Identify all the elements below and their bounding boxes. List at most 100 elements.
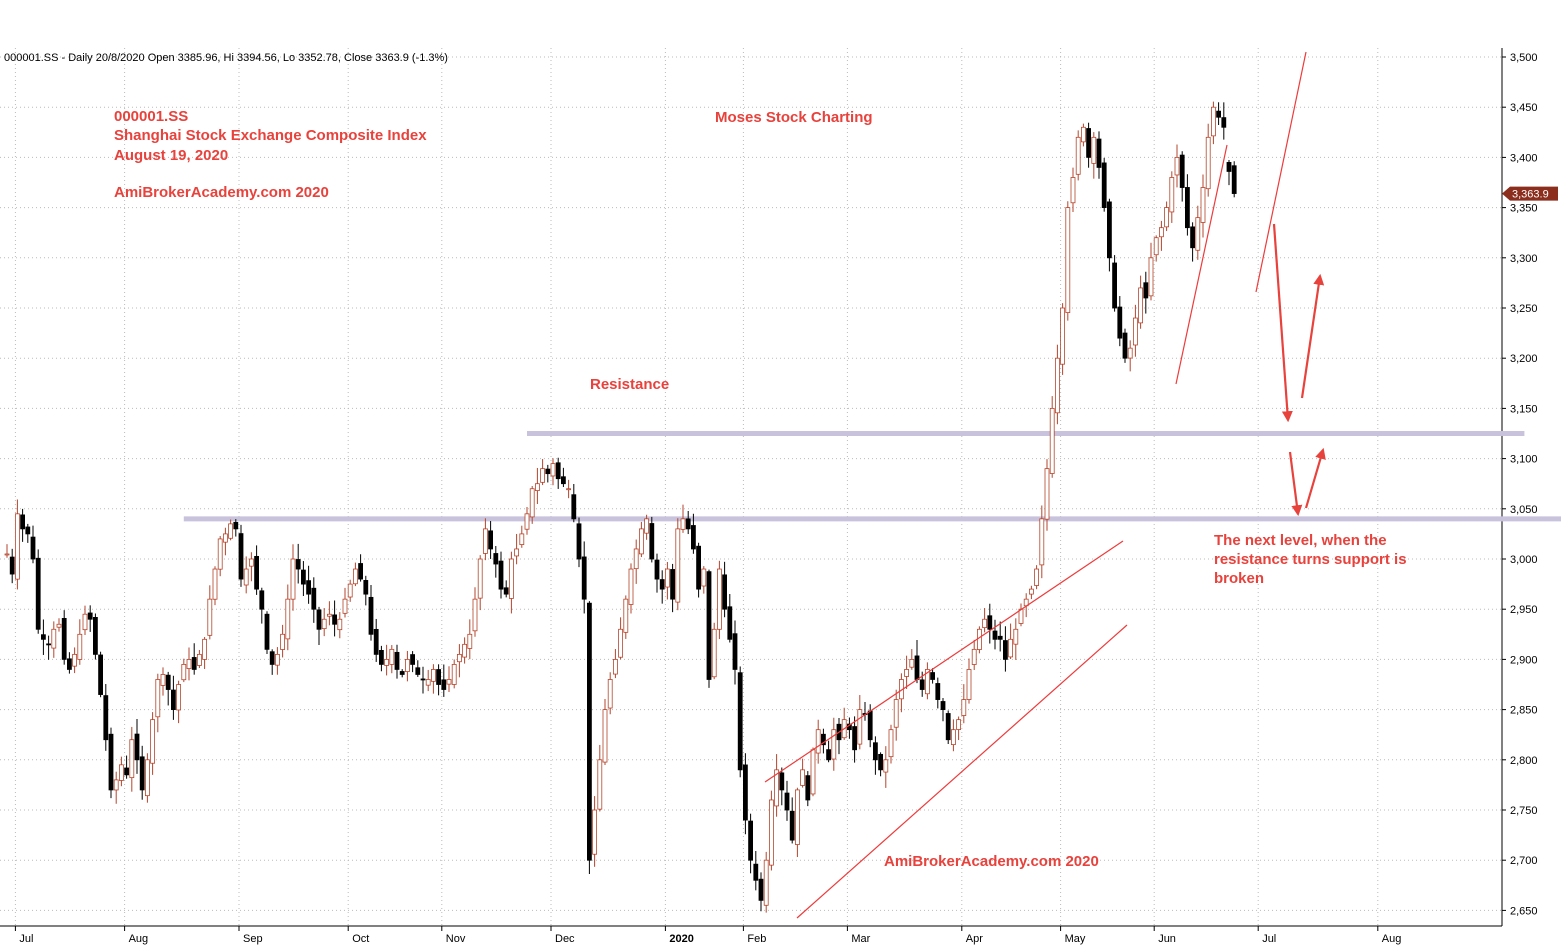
candle-body [1117,306,1123,339]
candle [602,698,608,765]
candle [61,610,67,665]
candle [1029,585,1034,600]
candle [1179,151,1185,202]
candle [170,675,176,720]
candle [1107,198,1112,272]
annotation-resistance: Resistance [590,376,669,393]
candle-body [680,518,686,530]
candle [789,797,795,844]
candle [888,724,894,764]
candle [20,508,26,542]
candle-body [935,683,941,700]
candle [1211,101,1216,145]
trendline [1175,144,1228,385]
candle [316,606,322,645]
candle-body [987,615,993,630]
candle-body [1081,126,1086,143]
candle-body [25,526,31,535]
candle [670,563,675,613]
candle [1226,159,1232,186]
candle [508,551,514,614]
candle-body [217,538,223,570]
candle [384,644,390,676]
candle [1231,161,1237,198]
candle-body [961,699,967,716]
candle [665,562,670,600]
candle-body [1211,106,1216,137]
candle-body [482,528,488,554]
candle [1086,122,1091,168]
candle-body [618,628,623,658]
candle-body [503,587,509,595]
candle-body [212,568,218,600]
candle [514,533,519,565]
candle [446,666,452,692]
candle [389,645,395,674]
x-month-label: Jun [1158,933,1176,945]
candle-body [326,613,332,617]
candle [935,677,941,709]
candle-body [1029,588,1034,595]
candle-body [1013,628,1019,645]
candle-body [514,548,519,557]
candle [961,684,967,724]
candle [363,575,369,606]
candle [779,767,785,806]
candle [1091,132,1097,179]
candle-body [269,651,275,665]
candle-body [857,709,863,745]
candle-body [769,799,774,866]
candle-body [597,759,603,810]
candle-body [639,528,644,555]
candle [4,544,10,558]
x-month-label: Jul [19,933,33,945]
candle-body [202,638,208,660]
candle [997,621,1003,652]
candle-body [285,598,291,640]
candle [1138,275,1143,329]
candle-body [321,618,327,630]
candle [176,680,182,724]
y-tick-label: 2,950 [1510,604,1538,616]
trendline [764,540,1124,783]
candle-body [119,764,124,781]
candle-body [186,659,192,669]
x-month-label: Aug [129,933,149,945]
candle [524,506,530,535]
candle [1018,603,1024,627]
candle-body [659,579,665,590]
candle-body [1003,640,1008,660]
annotation-note-line-2: resistance turns support is [1214,551,1407,568]
candle [477,555,483,611]
arrow [1272,223,1293,423]
candle [1216,102,1221,126]
candle [46,635,51,660]
arrow [1304,447,1326,509]
candle-body [129,739,135,779]
candle-body [883,759,889,773]
candle [399,669,405,678]
candle-body [280,633,286,650]
candle-body [1086,128,1091,158]
candle-body [238,533,244,580]
candle [181,658,187,683]
candle [196,650,202,668]
candle-body [196,653,202,666]
candle [639,521,644,558]
candle-body [113,779,119,791]
annotation-title-ticker: 000001.SS [114,108,188,125]
candle [14,499,20,590]
candle [451,659,457,689]
candle-body [35,557,41,630]
candle-body [1133,317,1138,346]
candle [836,717,842,755]
candle [1159,220,1164,251]
candle-body [20,514,26,530]
candle [659,570,665,604]
candle-body [108,733,114,791]
candle [337,612,343,639]
candle-body [1065,207,1071,313]
candle [98,651,103,698]
candle-body [67,658,72,670]
candle [769,790,774,871]
